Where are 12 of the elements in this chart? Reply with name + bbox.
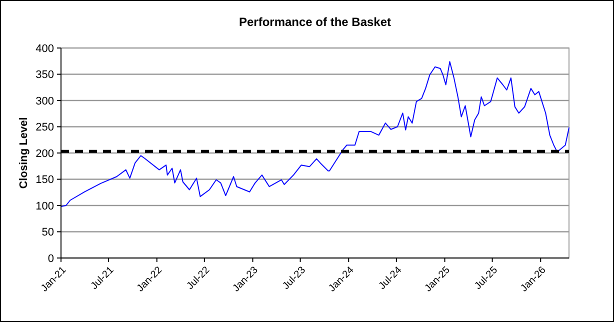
line-series xyxy=(60,61,570,208)
y-tick-label: 300 xyxy=(36,95,54,108)
y-tick-label: 200 xyxy=(36,148,54,160)
y-tick-label: 150 xyxy=(36,174,54,186)
y-tick-label: 350 xyxy=(36,69,54,82)
chart-title: Performance of the Basket xyxy=(238,15,392,29)
y-tick-label: 0 xyxy=(48,252,54,265)
y-axis-title: Closing Level xyxy=(18,117,30,189)
y-tick-label: 400 xyxy=(36,42,54,55)
y-tick-label: 250 xyxy=(36,122,54,134)
y-tick-label: 50 xyxy=(42,226,54,239)
y-tick-label: 100 xyxy=(36,200,54,212)
